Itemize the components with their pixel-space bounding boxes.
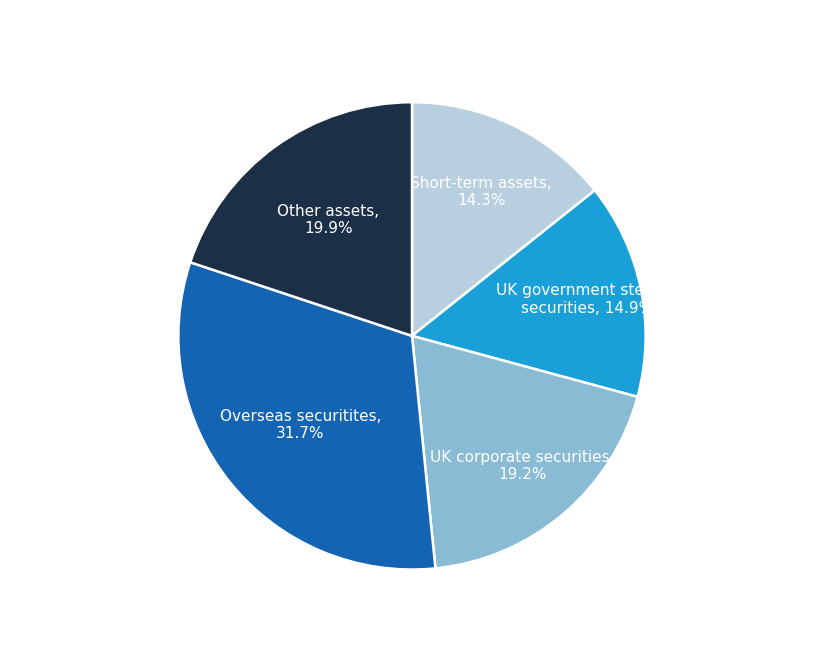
Text: Short-term assets,
14.3%: Short-term assets, 14.3% (410, 176, 552, 209)
Text: UK government sterling
securities, 14.9%: UK government sterling securities, 14.9% (496, 284, 678, 316)
Wedge shape (412, 102, 595, 336)
Wedge shape (178, 263, 435, 570)
Wedge shape (412, 190, 646, 397)
Text: Other assets,
19.9%: Other assets, 19.9% (278, 204, 379, 236)
Text: Overseas securitites,
31.7%: Overseas securitites, 31.7% (220, 409, 382, 442)
Text: UK corporate securities,
19.2%: UK corporate securities, 19.2% (430, 449, 615, 482)
Wedge shape (412, 336, 638, 569)
Wedge shape (190, 102, 412, 336)
